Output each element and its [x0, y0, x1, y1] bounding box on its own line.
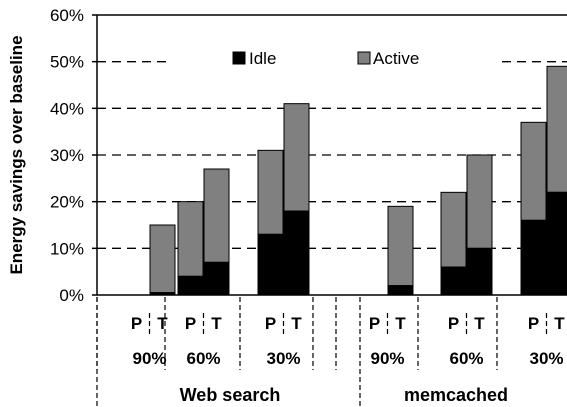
- bar-active-segment: [203, 168, 230, 263]
- bar-label: P: [369, 314, 380, 333]
- bar-active-segment: [149, 224, 176, 294]
- y-tick-label: 60%: [50, 6, 84, 25]
- bar-label: P: [131, 314, 142, 333]
- y-axis-title: Energy savings over baseline: [7, 35, 26, 274]
- bars: [149, 65, 567, 296]
- bar-label: P: [528, 314, 539, 333]
- bar-active-segment: [440, 191, 467, 268]
- utilization-label: 60%: [186, 349, 220, 368]
- legend-label-idle: Idle: [249, 49, 276, 68]
- bar-active-segment: [283, 103, 310, 212]
- y-tick-label: 10%: [50, 239, 84, 258]
- bar-label: P: [265, 314, 276, 333]
- utilization-label: 60%: [449, 349, 483, 368]
- bar-label: P: [185, 314, 196, 333]
- bar-active-segment: [546, 65, 567, 193]
- y-tick-label: 30%: [50, 146, 84, 165]
- legend-label-active: Active: [373, 49, 419, 68]
- bar-idle-segment: [466, 247, 493, 296]
- utilization-label: 90%: [370, 349, 404, 368]
- bar-label: T: [474, 314, 485, 333]
- legend-swatch-active: [357, 51, 371, 65]
- bar-idle-segment: [257, 233, 284, 296]
- bar-label: P: [448, 314, 459, 333]
- bar-active-segment: [387, 205, 414, 287]
- bar-label: T: [291, 314, 302, 333]
- bar-active-segment: [520, 121, 547, 221]
- utilization-label: 30%: [266, 349, 300, 368]
- bar-idle-segment: [546, 191, 567, 296]
- bar-idle-segment: [283, 210, 310, 296]
- bar-active-segment: [466, 154, 493, 249]
- bar-label: T: [157, 314, 168, 333]
- labels: 0% 10% 20% 30% 40% 50% 60% Energy savings over …: [7, 6, 565, 405]
- y-tick-label: 40%: [50, 99, 84, 118]
- legend-background: [168, 44, 496, 74]
- axes: [92, 14, 567, 407]
- bar-idle-segment: [177, 275, 204, 296]
- bar-label: T: [395, 314, 406, 333]
- bar-idle-segment: [203, 261, 230, 296]
- utilization-label: 90%: [132, 349, 166, 368]
- bar-idle-segment: [440, 266, 467, 296]
- bar-label: T: [554, 314, 565, 333]
- y-tick-label: 0%: [59, 286, 84, 305]
- bar-label: T: [211, 314, 222, 333]
- utilization-label: 30%: [529, 349, 563, 368]
- legend: Idle Active: [168, 44, 496, 74]
- bar-idle-segment: [387, 285, 414, 296]
- legend-swatch-idle: [232, 51, 246, 65]
- group-label: Web search: [180, 385, 281, 405]
- group-label: memcached: [404, 385, 508, 405]
- y-tick-label: 50%: [50, 53, 84, 72]
- bar-active-segment: [177, 201, 204, 277]
- bar-active-segment: [257, 149, 284, 235]
- bar-idle-segment: [520, 219, 547, 296]
- y-tick-label: 20%: [50, 193, 84, 212]
